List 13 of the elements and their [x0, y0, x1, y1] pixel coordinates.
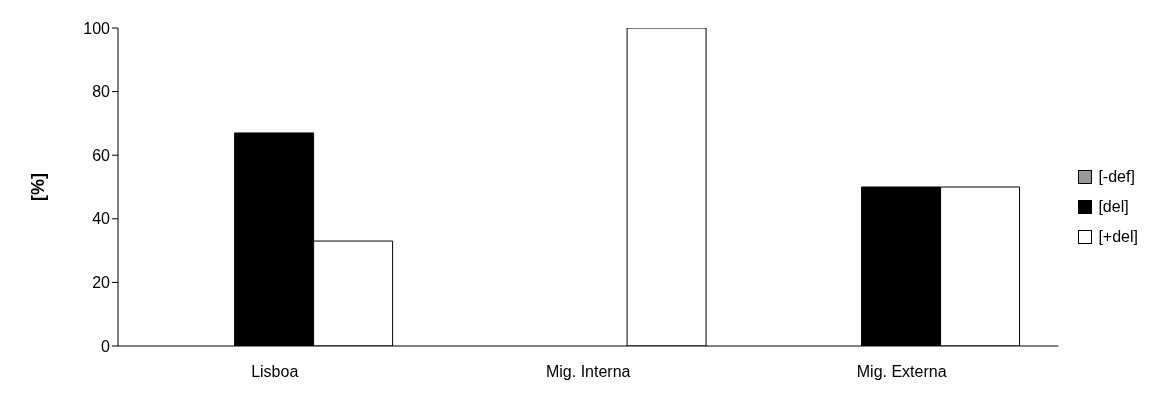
legend-label: [+del]	[1098, 228, 1138, 246]
y-tick-label: 40	[92, 210, 111, 228]
y-tick-label: 60	[92, 146, 111, 164]
y-tick-label: 20	[92, 274, 111, 292]
x-tick-label: Mig. Interna	[545, 363, 631, 381]
legend-label: [del]	[1098, 198, 1129, 216]
y-axis-title: [%]	[28, 173, 49, 201]
y-tick-label: 100	[83, 19, 111, 37]
legend-label: [-def]	[1098, 168, 1135, 186]
y-tick-label: 80	[92, 83, 111, 101]
y-tick-label: 0	[101, 337, 111, 355]
x-tick-label: Lisboa	[251, 363, 299, 381]
x-tick-label: Mig. Externa	[856, 363, 947, 381]
